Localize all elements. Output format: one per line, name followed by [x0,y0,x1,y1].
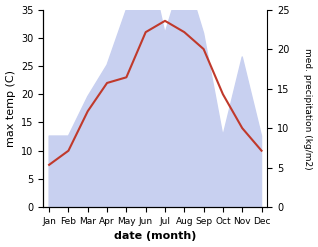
Y-axis label: max temp (C): max temp (C) [5,70,16,147]
Y-axis label: med. precipitation (kg/m2): med. precipitation (kg/m2) [303,48,313,169]
X-axis label: date (month): date (month) [114,231,197,242]
